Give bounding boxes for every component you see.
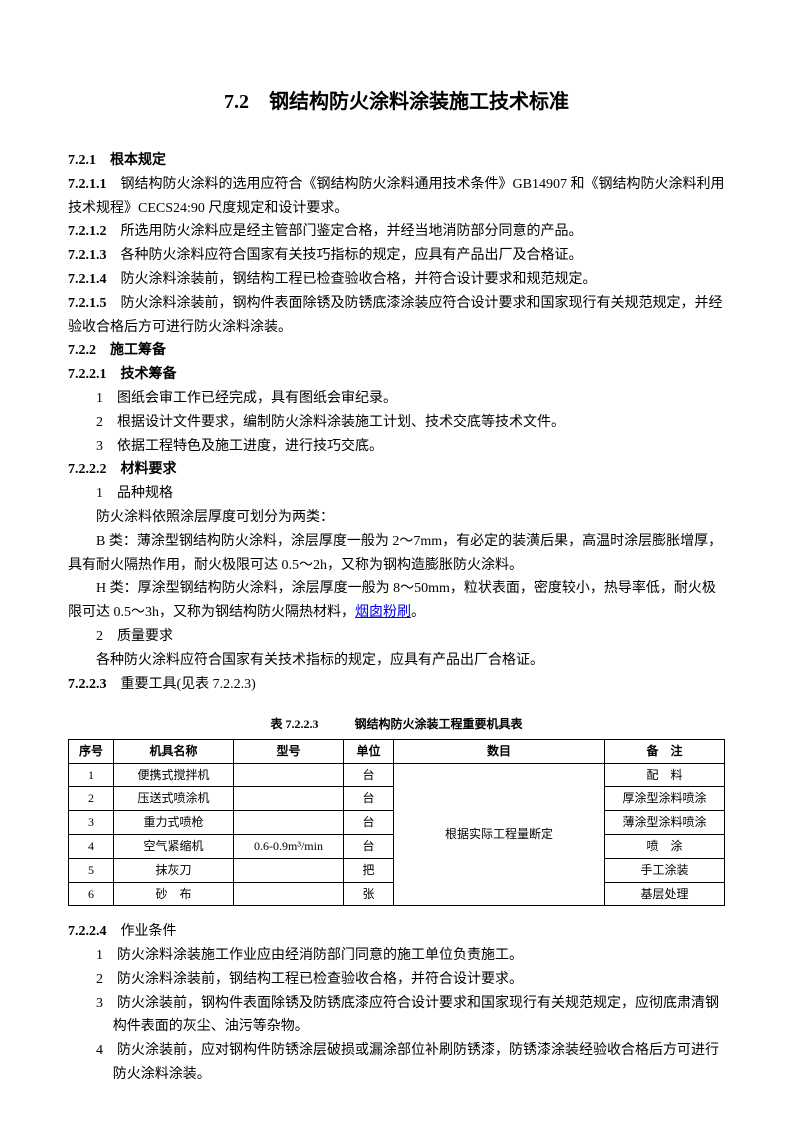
cell-unit: 把 — [344, 858, 394, 882]
cell-model — [234, 763, 344, 787]
item-7-2-2-1-1: 1 图纸会审工作已经完成，具有图纸会审纪录。 — [68, 387, 725, 411]
cell-no: 4 — [69, 834, 114, 858]
cell-unit: 台 — [344, 787, 394, 811]
text-7-2-1-5: 防火涂料涂装前，钢构件表面除锈及防锈底漆涂装应符合设计要求和国家现行有关规范规定… — [68, 296, 723, 335]
section-7-2-2-heading: 7.2.2 施工筹备 — [68, 339, 725, 363]
cell-name: 便携式搅拌机 — [114, 763, 234, 787]
cell-name: 重力式喷枪 — [114, 811, 234, 835]
cell-note: 厚涂型涂料喷涂 — [605, 787, 725, 811]
cell-model — [234, 882, 344, 906]
label-7-2-2-4: 7.2.2.4 — [68, 924, 107, 939]
cell-unit: 张 — [344, 882, 394, 906]
cell-note: 配 料 — [605, 763, 725, 787]
cell-note: 手工涂装 — [605, 858, 725, 882]
table-caption: 表 7.2.2.3 钢结构防火涂装工程重要机具表 — [68, 714, 725, 734]
cell-model — [234, 787, 344, 811]
text-7-2-1-1: 钢结构防火涂料的选用应符合《钢结构防火涂料通用技术条件》GB14907 和《钢结… — [68, 177, 724, 216]
text-material-h-b: 。 — [411, 605, 425, 620]
cell-no: 1 — [69, 763, 114, 787]
page-title: 7.2 钢结构防火涂料涂装施工技术标准 — [68, 85, 725, 119]
item-7-2-2-4-2: 2 防火涂料涂装前，钢结构工程已检查验收合格，并符合设计要求。 — [68, 968, 725, 992]
link-yancong[interactable]: 烟囱粉刷 — [355, 605, 411, 620]
th-no: 序号 — [69, 739, 114, 763]
item-7-2-2-1-3: 3 依据工程特色及施工进度，进行技巧交底。 — [68, 435, 725, 459]
section-7-2-2-4-heading: 7.2.2.4 作业条件 — [68, 920, 725, 944]
cell-name: 空气紧缩机 — [114, 834, 234, 858]
cell-name: 抹灰刀 — [114, 858, 234, 882]
cell-qty-merged: 根据实际工程量断定 — [394, 763, 605, 906]
cell-unit: 台 — [344, 763, 394, 787]
text-material-h: H 类：厚涂型钢结构防火涂料，涂层厚度一般为 8～50mm，粒状表面，密度较小，… — [68, 577, 725, 625]
item-7-2-2-4-4: 4 防火涂装前，应对钢构件防锈涂层破损或漏涂部位补刷防锈漆，防锈漆涂装经验收合格… — [68, 1039, 725, 1087]
text-7-2-2-4: 作业条件 — [107, 924, 177, 939]
cell-note: 基层处理 — [605, 882, 725, 906]
text-7-2-1-3: 各种防火涂料应符合国家有关技巧指标的规定，应具有产品出厂及合格证。 — [107, 248, 583, 263]
cell-note: 喷 涂 — [605, 834, 725, 858]
cell-model — [234, 811, 344, 835]
text-7-2-1-4: 防火涂料涂装前，钢结构工程已检查验收合格，并符合设计要求和规范规定。 — [107, 272, 597, 287]
cell-no: 3 — [69, 811, 114, 835]
tools-table: 序号 机具名称 型号 单位 数目 备 注 1 便携式搅拌机 台 根据实际工程量断… — [68, 739, 725, 907]
item-7-2-2-1-2: 2 根据设计文件要求，编制防火涂料涂装施工计划、技术交底等技术文件。 — [68, 411, 725, 435]
cell-note: 薄涂型涂料喷涂 — [605, 811, 725, 835]
para-7-2-1-2: 7.2.1.2 所选用防火涂料应是经主管部门鉴定合格，并经当地消防部分同意的产品… — [68, 220, 725, 244]
label-7-2-1-5: 7.2.1.5 — [68, 296, 107, 311]
cell-model — [234, 858, 344, 882]
para-7-2-1-4: 7.2.1.4 防火涂料涂装前，钢结构工程已检查验收合格，并符合设计要求和规范规… — [68, 268, 725, 292]
cell-no: 2 — [69, 787, 114, 811]
item-7-2-2-2-2: 2 质量要求 — [68, 625, 725, 649]
th-model: 型号 — [234, 739, 344, 763]
text-7-2-2-3: 重要工具(见表 7.2.2.3) — [107, 677, 256, 692]
cell-name: 压送式喷涂机 — [114, 787, 234, 811]
text-material-intro: 防火涂料依照涂层厚度可划分为两类： — [68, 506, 725, 530]
para-7-2-1-5: 7.2.1.5 防火涂料涂装前，钢构件表面除锈及防锈底漆涂装应符合设计要求和国家… — [68, 292, 725, 340]
para-7-2-1-1: 7.2.1.1 钢结构防火涂料的选用应符合《钢结构防火涂料通用技术条件》GB14… — [68, 173, 725, 221]
section-7-2-2-2-heading: 7.2.2.2 材料要求 — [68, 458, 725, 482]
cell-no: 5 — [69, 858, 114, 882]
text-material-b: B 类：薄涂型钢结构防火涂料，涂层厚度一般为 2～7mm，有必定的装潢后果，高温… — [68, 530, 725, 578]
label-7-2-2-3: 7.2.2.3 — [68, 677, 107, 692]
label-7-2-1-3: 7.2.1.3 — [68, 248, 107, 263]
document-page: 7.2 钢结构防火涂料涂装施工技术标准 7.2.1 根本规定 7.2.1.1 钢… — [0, 0, 793, 1147]
cell-name: 砂 布 — [114, 882, 234, 906]
text-7-2-1-2: 所选用防火涂料应是经主管部门鉴定合格，并经当地消防部分同意的产品。 — [107, 224, 583, 239]
table-row: 1 便携式搅拌机 台 根据实际工程量断定 配 料 — [69, 763, 725, 787]
para-7-2-1-3: 7.2.1.3 各种防火涂料应符合国家有关技巧指标的规定，应具有产品出厂及合格证… — [68, 244, 725, 268]
cell-model: 0.6-0.9m³/min — [234, 834, 344, 858]
table-header-row: 序号 机具名称 型号 单位 数目 备 注 — [69, 739, 725, 763]
cell-no: 6 — [69, 882, 114, 906]
section-7-2-1-heading: 7.2.1 根本规定 — [68, 149, 725, 173]
text-quality-req: 各种防火涂料应符合国家有关技术指标的规定，应具有产品出厂合格证。 — [68, 649, 725, 673]
cell-unit: 台 — [344, 834, 394, 858]
th-unit: 单位 — [344, 739, 394, 763]
item-7-2-2-4-1: 1 防火涂料涂装施工作业应由经消防部门同意的施工单位负责施工。 — [68, 944, 725, 968]
item-7-2-2-4-3: 3 防火涂装前，钢构件表面除锈及防锈底漆应符合设计要求和国家现行有关规范规定，应… — [68, 992, 725, 1040]
label-7-2-1-2: 7.2.1.2 — [68, 224, 107, 239]
label-7-2-1-1: 7.2.1.1 — [68, 177, 107, 192]
th-note: 备 注 — [605, 739, 725, 763]
cell-unit: 台 — [344, 811, 394, 835]
item-7-2-2-2-1: 1 品种规格 — [68, 482, 725, 506]
label-7-2-1-4: 7.2.1.4 — [68, 272, 107, 287]
th-name: 机具名称 — [114, 739, 234, 763]
section-7-2-2-3-heading: 7.2.2.3 重要工具(见表 7.2.2.3) — [68, 673, 725, 697]
th-qty: 数目 — [394, 739, 605, 763]
section-7-2-2-1-heading: 7.2.2.1 技术筹备 — [68, 363, 725, 387]
